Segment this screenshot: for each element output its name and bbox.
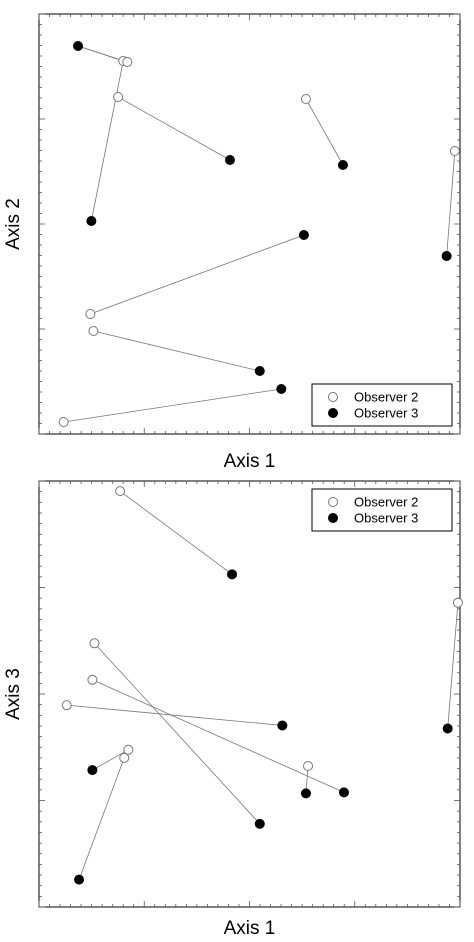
data-points [58,41,460,427]
legend-box [311,488,453,532]
observer-3-point [337,160,348,170]
observer-2-point [303,761,314,772]
observer-2-point [452,597,463,608]
legend-open-circle-icon [328,392,338,402]
pair-link [78,757,125,880]
observer-2-point [123,744,134,755]
y-axis-label: Axis 2 [3,198,24,250]
observer-3-point [254,366,265,376]
observer-3-point [227,569,238,580]
observer-2-point [88,326,99,336]
observer-3-point [441,251,452,261]
x-axis-label: Axis 1 [224,451,276,472]
observer-2-point [85,309,96,319]
observer-3-point [276,384,287,394]
observer-3-point [338,787,349,798]
observer-3-point [74,874,85,885]
legend-entry-label: Observer 3 [354,511,418,526]
pair-link [305,98,344,166]
pair-link [93,330,260,372]
legend-open-circle-icon [328,497,338,507]
observer-3-point [442,723,453,734]
observer-2-point [122,57,133,67]
observer-3-point [277,720,288,731]
pair-link [90,234,305,315]
pair-link [92,749,129,771]
pair-link [446,150,456,257]
pair-link [90,60,124,222]
pair-link [66,704,283,726]
observer-2-point [58,417,69,427]
observer-3-point [224,155,235,165]
observer-3-point [73,41,84,51]
axis-ticks [38,13,461,435]
observer-2-point [115,486,126,497]
plot-frame [38,13,461,435]
plot-frame [38,480,461,908]
pair-link [119,490,233,575]
observer-3-point [86,216,97,226]
observer-3-point [254,818,265,829]
pair-link [63,388,282,423]
observer-2-point [61,700,72,711]
axis-ticks [38,480,461,908]
legend-entry-label: Observer 2 [354,390,418,405]
observer-3-point [298,230,309,240]
legend-entry-label: Observer 2 [354,495,418,510]
pair-links [63,45,456,423]
legend-filled-circle-icon [328,513,338,523]
observer-3-point [300,788,311,799]
observer-2-point [89,638,100,649]
observer-2-point [113,92,124,102]
observer-2-point [87,674,98,685]
pair-links [66,490,459,880]
pair-link [94,643,261,825]
pair-link [92,679,345,793]
y-axis-label: Axis 3 [3,668,24,720]
observer-2-point [119,752,130,763]
legend-entry-label: Observer 3 [354,406,418,421]
observer-3-point [87,765,98,776]
legend-box [311,383,453,427]
x-axis-label: Axis 1 [224,918,276,939]
pair-link [447,602,459,729]
observer-2-point [449,146,460,156]
legend-filled-circle-icon [328,408,338,418]
observer-2-point [300,94,311,104]
data-points [61,486,463,885]
pair-link [117,96,231,161]
